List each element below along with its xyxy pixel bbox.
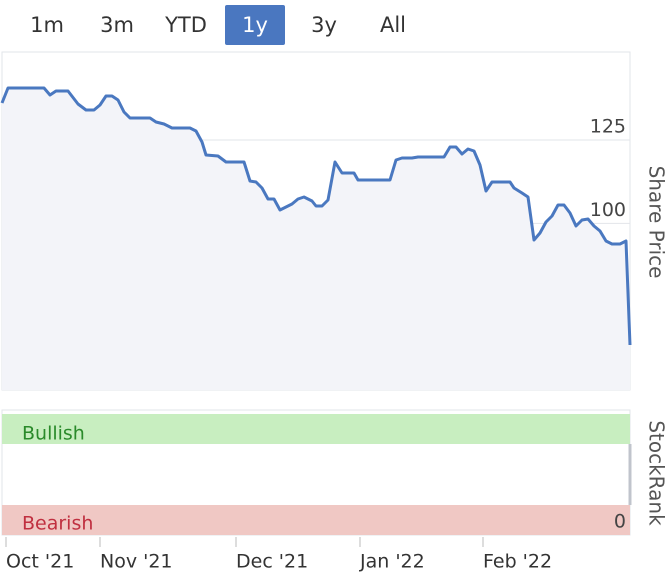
x-tick-label: Oct '21 bbox=[6, 551, 74, 573]
y-tick-label: 125 bbox=[590, 116, 626, 138]
rank-axis-title: StockRank bbox=[645, 420, 669, 526]
bullish-band bbox=[2, 414, 630, 444]
range-button[interactable]: 1m bbox=[30, 13, 64, 37]
y-axis-title: Share Price bbox=[645, 166, 669, 279]
x-tick-label: Dec '21 bbox=[236, 551, 308, 573]
bullish-label: Bullish bbox=[22, 423, 85, 445]
range-button-bg[interactable] bbox=[225, 5, 285, 45]
range-button[interactable]: YTD bbox=[164, 13, 207, 37]
range-button[interactable]: 3m bbox=[100, 13, 134, 37]
x-tick-label: Jan '22 bbox=[359, 551, 425, 573]
range-button[interactable]: 3y bbox=[311, 13, 337, 37]
x-tick-label: Nov '21 bbox=[100, 551, 173, 573]
price-line bbox=[0, 86, 632, 346]
bearish-label: Bearish bbox=[22, 513, 93, 535]
range-button[interactable]: All bbox=[380, 13, 406, 37]
y-tick-label: 0 bbox=[614, 511, 626, 533]
y-tick-label: 100 bbox=[590, 199, 626, 221]
price-area bbox=[2, 88, 630, 390]
range-button[interactable]: 1y bbox=[242, 13, 268, 37]
bearish-band bbox=[2, 505, 630, 535]
x-tick-label: Feb '22 bbox=[483, 551, 552, 573]
